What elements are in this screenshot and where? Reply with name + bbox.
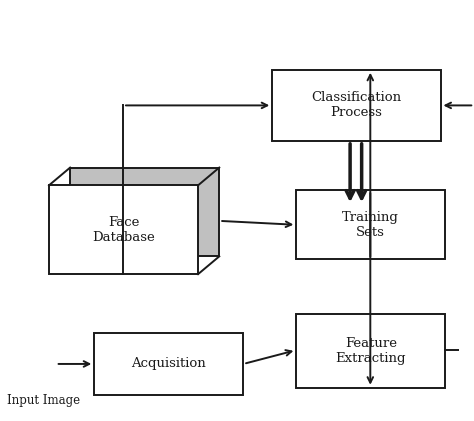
Text: Training
Sets: Training Sets [342,211,399,239]
Text: Input Image: Input Image [7,394,80,407]
Bar [296,314,446,388]
Bar [94,333,243,394]
Text: Face
Database: Face Database [92,216,155,244]
Text: Classification
Process: Classification Process [311,91,401,120]
Bar [296,190,446,259]
Bar [49,185,198,274]
Text: Feature
Extracting: Feature Extracting [336,337,406,365]
Bar [70,168,219,256]
Text: Acquisition: Acquisition [131,357,206,370]
Bar [272,70,440,141]
